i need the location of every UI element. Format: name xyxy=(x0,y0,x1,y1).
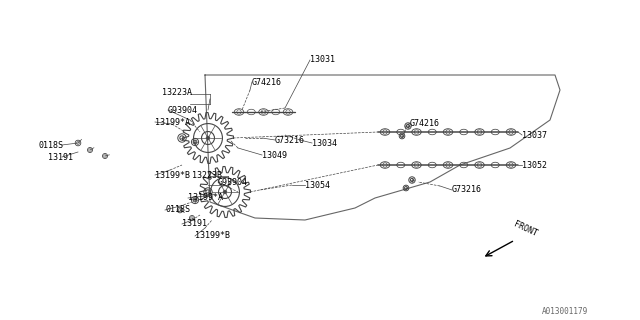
Text: 13199*A: 13199*A xyxy=(155,117,190,126)
Text: G73216: G73216 xyxy=(452,186,482,195)
Text: 13199*B: 13199*B xyxy=(195,231,230,241)
Text: 0118S: 0118S xyxy=(38,140,63,149)
Text: G93904: G93904 xyxy=(168,106,198,115)
Text: A013001179: A013001179 xyxy=(541,308,588,316)
Text: 13199*A: 13199*A xyxy=(188,194,223,203)
Text: 13191: 13191 xyxy=(182,220,207,228)
Text: 13037: 13037 xyxy=(522,131,547,140)
Text: G74216: G74216 xyxy=(252,77,282,86)
Text: FRONT: FRONT xyxy=(512,219,538,238)
Text: 13054: 13054 xyxy=(305,180,330,189)
Text: 13031: 13031 xyxy=(310,55,335,65)
Text: 13052: 13052 xyxy=(522,161,547,170)
Text: 0118S: 0118S xyxy=(165,205,190,214)
Circle shape xyxy=(223,190,227,194)
Circle shape xyxy=(206,136,210,140)
Text: 13034: 13034 xyxy=(312,139,337,148)
Text: G73216: G73216 xyxy=(275,135,305,145)
Text: 13223B: 13223B xyxy=(192,171,222,180)
Text: G93904: G93904 xyxy=(218,178,248,187)
Text: 13199*B: 13199*B xyxy=(155,171,190,180)
Text: 13049: 13049 xyxy=(262,150,287,159)
Text: G74216: G74216 xyxy=(410,118,440,127)
Text: 13191: 13191 xyxy=(48,153,73,162)
Text: 13223A: 13223A xyxy=(162,87,192,97)
